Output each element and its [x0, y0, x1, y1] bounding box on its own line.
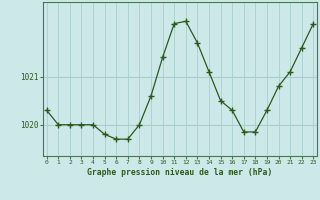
X-axis label: Graphe pression niveau de la mer (hPa): Graphe pression niveau de la mer (hPa) [87, 168, 273, 177]
